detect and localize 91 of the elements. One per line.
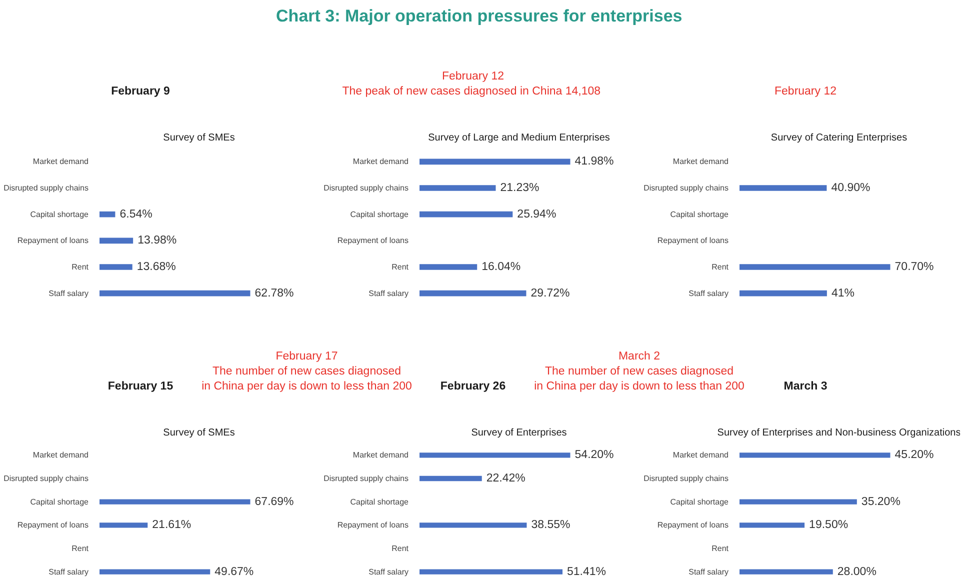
data-label: 19.50% — [809, 519, 848, 532]
text: February 12 The peak of new cases diagnosed in China 14,108 — [342, 70, 601, 98]
data-label: 45.20% — [894, 449, 934, 462]
y-tick-label: Staff salary — [48, 567, 89, 576]
text: February 15 — [108, 380, 174, 392]
y-tick-label: Staff salary — [688, 567, 729, 576]
y-tick-label: Disrupted supply chains — [4, 474, 89, 483]
text: March 2 The number of new cases diagnosed in China per day is down to less than 200 — [534, 350, 744, 392]
data-label: 28.00% — [837, 566, 876, 578]
bar — [420, 569, 562, 574]
y-tick-label: Repayment of loans — [337, 520, 409, 530]
text: February 17 The number of new cases diagnosed in China per day is down to less than 200 — [202, 350, 412, 392]
y-tick-label: Repayment of loans — [337, 236, 409, 246]
y-tick-label: Staff salary — [368, 567, 409, 576]
bar — [420, 476, 482, 482]
chart-title: Survey of Enterprises and Non-business Organizations — [717, 428, 961, 438]
y-tick-label: Disrupted supply chains — [4, 184, 89, 192]
y-tick-label: Rent — [72, 544, 90, 553]
y-tick-label: Capital shortage — [30, 210, 90, 219]
bar — [420, 158, 570, 165]
data-label: 21.23% — [500, 182, 540, 194]
bar — [740, 452, 890, 458]
data-label: 16.04% — [482, 261, 521, 273]
y-tick-label: Market demand — [32, 450, 89, 460]
data-label: 49.67% — [214, 566, 254, 578]
y-tick-label: Staff salary — [688, 288, 729, 298]
y-tick-label: Capital shortage — [350, 497, 410, 506]
y-tick-label: Disrupted supply chains — [324, 474, 409, 483]
bar — [420, 211, 513, 218]
chart-title: Survey of Enterprises — [471, 428, 567, 438]
y-tick-label: Market demand — [352, 157, 409, 166]
data-label: 38.55% — [531, 519, 570, 532]
y-tick-label: Disrupted supply chains — [644, 474, 729, 483]
bar — [420, 522, 527, 528]
data-label: 25.94% — [517, 208, 556, 220]
bar — [420, 290, 526, 296]
y-tick-label: Capital shortage — [670, 210, 730, 219]
bar — [420, 185, 496, 191]
text: March 3 — [784, 380, 828, 392]
chart-title: Survey of SMEs — [163, 132, 235, 144]
chart-title: Survey of Large and Medium Enterprises — [428, 132, 610, 144]
bar — [740, 522, 805, 528]
y-tick-label: Market demand — [672, 157, 729, 166]
data-label: 35.20% — [861, 496, 900, 508]
bar — [100, 238, 134, 244]
y-tick-label: Rent — [392, 262, 410, 272]
y-tick-label: Rent — [712, 544, 730, 553]
data-label: 21.61% — [152, 519, 192, 532]
y-tick-label: Staff salary — [368, 288, 409, 298]
data-label: 70.70% — [894, 261, 934, 273]
y-tick-label: Capital shortage — [30, 497, 90, 506]
data-label: 13.68% — [136, 261, 176, 273]
data-label: 62.78% — [254, 287, 294, 300]
chart-title: Survey of SMEs — [163, 428, 235, 438]
y-tick-label: Repayment of loans — [17, 520, 89, 530]
bar — [420, 452, 570, 458]
data-label: 40.90% — [831, 182, 870, 194]
text: February 9 — [111, 86, 170, 98]
y-tick-label: Capital shortage — [670, 497, 730, 506]
y-tick-label: Rent — [392, 544, 410, 553]
data-label: 41.98% — [574, 156, 614, 168]
bar — [420, 264, 478, 270]
y-tick-label: Disrupted supply chains — [644, 184, 729, 192]
data-label: 6.54% — [120, 208, 152, 220]
chart-title: Survey of Catering Enterprises — [770, 132, 908, 144]
bar — [740, 499, 857, 504]
bar — [100, 211, 116, 218]
data-label: 13.98% — [138, 234, 177, 247]
y-tick-label: Repayment of loans — [657, 520, 729, 530]
text: Chart 3: Major operation pressures for enterprises — [276, 6, 682, 26]
y-tick-label: Market demand — [672, 450, 729, 460]
data-label: 51.41% — [567, 566, 606, 578]
bar — [100, 264, 132, 270]
y-tick-label: Rent — [712, 262, 730, 272]
data-label: 67.69% — [254, 496, 294, 508]
y-tick-label: Repayment of loans — [17, 236, 89, 246]
text: February 26 — [440, 380, 506, 392]
data-label: 29.72% — [530, 287, 570, 300]
y-tick-label: Market demand — [32, 157, 89, 166]
data-label: 54.20% — [574, 449, 614, 462]
data-label: 22.42% — [486, 472, 526, 484]
y-tick-label: Repayment of loans — [657, 236, 729, 246]
y-tick-label: Staff salary — [48, 288, 89, 298]
y-tick-label: Market demand — [352, 450, 409, 460]
text: February 12 — [774, 86, 837, 98]
y-tick-label: Rent — [72, 262, 90, 272]
bar — [740, 569, 833, 574]
y-tick-label: Disrupted supply chains — [324, 184, 409, 192]
bar — [100, 290, 250, 296]
y-tick-label: Capital shortage — [350, 210, 410, 219]
data-label: 41% — [831, 287, 854, 300]
